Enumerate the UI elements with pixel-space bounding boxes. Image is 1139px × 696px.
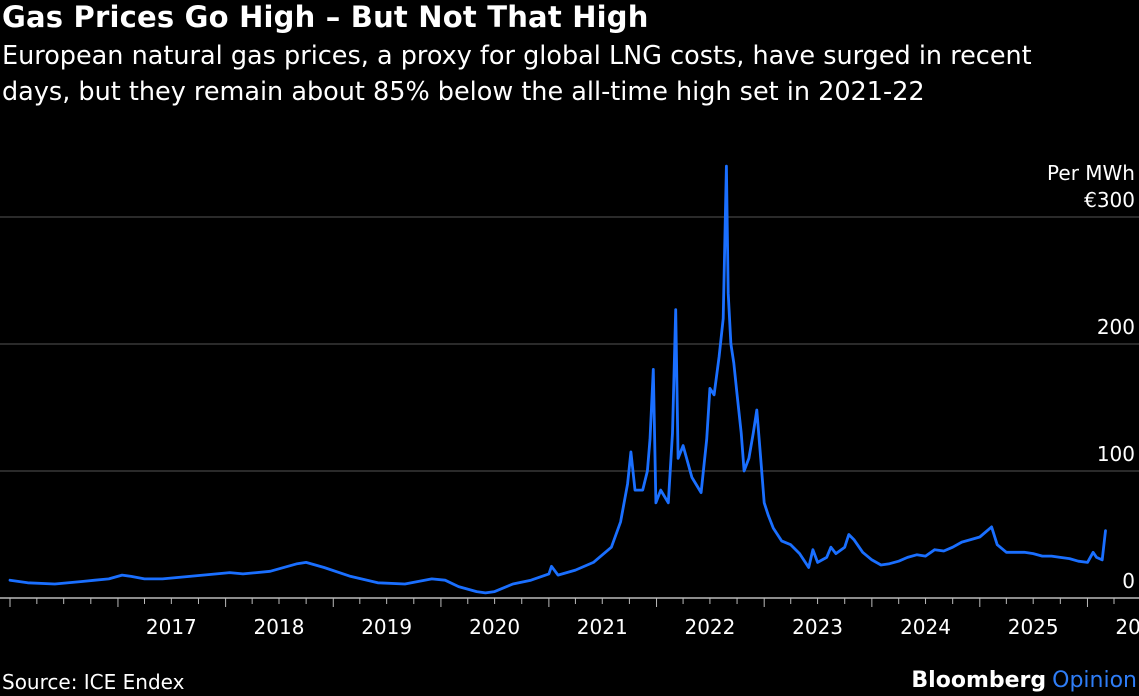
chart-title: Gas Prices Go High – But Not That High [2, 0, 649, 34]
subtitle-line-1: European natural gas prices, a proxy for… [2, 41, 1032, 71]
x-tick-label-2017: 2017 [146, 615, 197, 639]
x-tick-label-2026: 2026 [1115, 615, 1139, 639]
brand-logo: Bloomberg Opinion [911, 668, 1137, 693]
x-tick-label-2023: 2023 [792, 615, 843, 639]
x-tick-label-2021: 2021 [577, 615, 628, 639]
price-line [8, 164, 1107, 595]
x-tick-label-2024: 2024 [900, 615, 951, 639]
x-tick-label-2020: 2020 [469, 615, 520, 639]
y-axis-label: Per MWh [1047, 161, 1135, 185]
x-tick-label-2019: 2019 [361, 615, 412, 639]
x-tick-label-2025: 2025 [1008, 615, 1059, 639]
brand-sub: Opinion [1052, 668, 1137, 693]
y-tick-label-100: 100 [1097, 442, 1135, 466]
gas-price-chart: €300 200 100 0 Per MWh 2017 2018 2019 2020 2021… [0, 161, 1139, 639]
y-tick-label-300: €300 [1084, 188, 1135, 212]
y-tick-label-200: 200 [1097, 315, 1135, 339]
chart-subtitle: European natural gas prices, a proxy for… [2, 38, 1137, 110]
source-note: Source: ICE Endex [2, 670, 185, 694]
y-tick-label-0: 0 [1122, 569, 1135, 593]
gridlines [0, 216, 1139, 599]
y-axis-tick-labels: €300 200 100 0 [1084, 188, 1135, 593]
subtitle-line-2: days, but they remain about 85% below th… [2, 77, 925, 107]
x-tick-label-2022: 2022 [684, 615, 735, 639]
x-tick-label-2018: 2018 [254, 615, 305, 639]
x-axis: 2017 2018 2019 2020 2021 2022 2023 2024 2025 2026 [9, 598, 1139, 639]
brand-main: Bloomberg [911, 668, 1047, 693]
